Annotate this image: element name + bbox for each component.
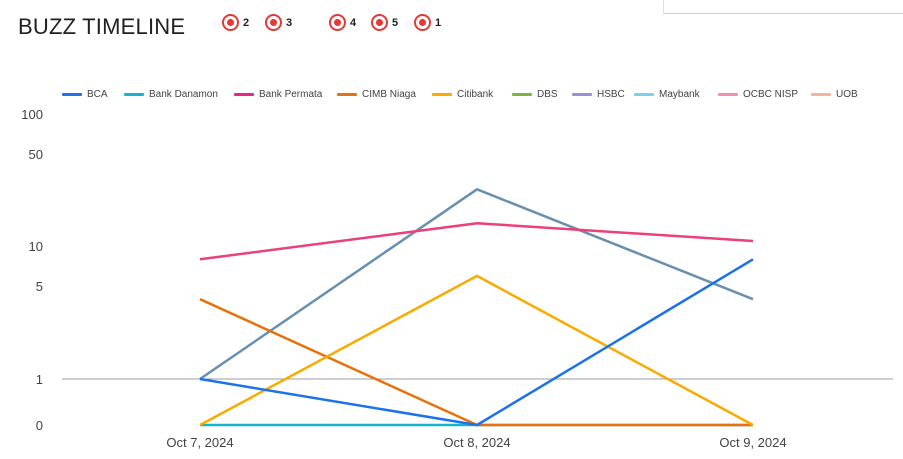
y-tick-label: 1 [36, 372, 43, 387]
badge-count: 3 [286, 16, 293, 29]
legend-swatch [337, 93, 357, 96]
top-right-control[interactable] [663, 0, 903, 14]
legend-item[interactable]: HSBC [572, 89, 625, 100]
legend-label: Maybank [659, 89, 700, 100]
record-icon [329, 14, 346, 31]
record-icon [222, 14, 239, 31]
legend-item[interactable]: Citibank [432, 89, 493, 100]
legend-item[interactable]: Maybank [634, 89, 700, 100]
legend-label: OCBC NISP [743, 89, 799, 100]
series-line[interactable] [199, 221, 754, 261]
badge-count: 2 [243, 16, 250, 29]
record-icon [265, 14, 282, 31]
filter-badge[interactable]: 5 [371, 14, 398, 31]
legend-label: DBS [537, 89, 558, 100]
legend-label: Citibank [457, 89, 494, 100]
badge-count: 5 [392, 16, 399, 29]
series-line[interactable] [199, 274, 754, 427]
filter-badge[interactable]: 3 [265, 14, 292, 31]
record-icon [371, 14, 388, 31]
x-tick-label: Oct 9, 2024 [719, 435, 786, 450]
y-tick-label: 0 [36, 418, 43, 433]
y-tick-label: 50 [29, 147, 43, 162]
y-tick-label: 10 [29, 239, 43, 254]
legend-swatch [572, 93, 592, 96]
legend-item[interactable]: OCBC NISP [718, 89, 798, 100]
legend-item[interactable]: UOB [811, 89, 858, 100]
series-line[interactable] [199, 298, 753, 427]
legend-swatch [432, 93, 452, 96]
badge-count: 1 [435, 16, 442, 29]
filter-badge[interactable]: 1 [414, 14, 441, 31]
legend-swatch [634, 93, 654, 96]
legend-swatch [124, 93, 144, 96]
badge-count: 4 [350, 16, 357, 29]
legend-swatch [512, 93, 532, 96]
x-tick-label: Oct 7, 2024 [166, 435, 233, 450]
legend-label: BCA [87, 89, 108, 100]
legend-swatch [718, 93, 738, 96]
legend-swatch [62, 93, 82, 96]
record-icon [414, 14, 431, 31]
y-tick-label: 5 [36, 279, 43, 294]
legend-label: HSBC [597, 89, 625, 100]
legend-label: Bank Danamon [149, 89, 218, 100]
y-tick-label: 100 [21, 107, 43, 122]
legend-swatch [234, 93, 254, 96]
legend-label: Bank Permata [259, 89, 323, 100]
legend-item[interactable]: CIMB Niaga [337, 89, 416, 100]
chart-title: BUZZ TIMELINE [18, 14, 186, 39]
x-tick-label: Oct 8, 2024 [443, 435, 510, 450]
series-line[interactable] [199, 188, 754, 381]
legend-item[interactable]: Bank Permata [234, 89, 322, 100]
legend-label: UOB [836, 89, 858, 100]
legend-label: CIMB Niaga [362, 89, 416, 100]
legend-swatch [811, 93, 831, 96]
series-line[interactable] [199, 258, 754, 427]
filter-badge[interactable]: 2 [222, 14, 249, 31]
legend-item[interactable]: Bank Danamon [124, 89, 218, 100]
legend-item[interactable]: DBS [512, 89, 558, 100]
legend-item[interactable]: BCA [62, 89, 108, 100]
filter-badge[interactable]: 4 [329, 14, 356, 31]
